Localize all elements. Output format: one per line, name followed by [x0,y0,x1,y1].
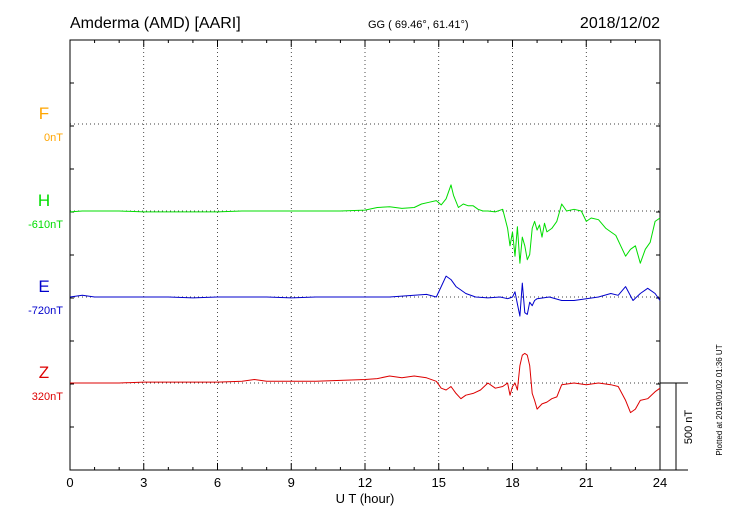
x-tick-label: 9 [288,475,295,490]
x-tick-label: 21 [579,475,593,490]
x-tick-label: 18 [505,475,519,490]
scale-bar-label: 500 nT [683,410,695,445]
component-letter-z: Z [39,363,49,382]
x-tick-label: 24 [653,475,667,490]
station-title: Amderma (AMD) [AARI] [70,15,241,32]
traces [69,184,661,414]
x-tick-label: 3 [140,475,147,490]
trace-z [70,352,661,414]
trace-e [69,275,661,317]
x-tick-label: 15 [432,475,446,490]
x-tick-label: 12 [358,475,372,490]
component-letter-f: F [39,104,49,123]
component-letter-e: E [38,277,49,296]
x-tick-label: 0 [66,475,73,490]
component-baseline-z: 320nT [32,391,63,403]
component-labels: F 0nT H -610nT E -720nT Z 320nT [28,104,63,403]
chart-date: 2018/12/02 [580,15,660,32]
component-baseline-e: -720nT [28,305,63,317]
component-baseline-f: 0nT [44,132,63,144]
trace-h [69,184,661,264]
component-baseline-h: -610nT [28,219,63,231]
plotted-timestamp: Plotted at 2019/01/02 01:36 UT [715,344,724,455]
grid [70,40,660,470]
component-letter-h: H [38,191,50,210]
x-axis-label: U T (hour) [336,491,395,506]
station-coords: GG ( 69.46°, 61.41°) [368,19,469,31]
x-axis-ticks: 0 3 6 9 12 15 18 21 24 [66,40,667,490]
scale-bar: 500 nT [660,382,695,471]
x-tick-label: 6 [214,475,221,490]
